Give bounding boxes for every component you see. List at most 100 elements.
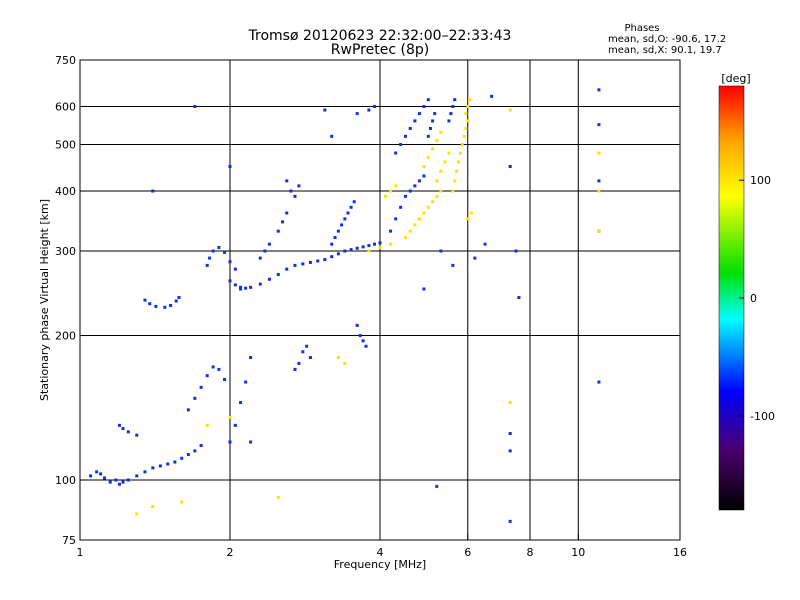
point-o-132 — [490, 94, 494, 98]
chart-subtitle: RwPretec (8p) — [331, 42, 429, 58]
point-o-95 — [355, 323, 359, 327]
point-x-1 — [408, 229, 412, 233]
point-o-36 — [223, 377, 227, 381]
point-x-50 — [597, 229, 601, 233]
point-x-48 — [597, 151, 601, 155]
point-o-6 — [117, 482, 121, 486]
point-o-48 — [249, 285, 253, 289]
point-o-79 — [289, 189, 293, 193]
point-x-27 — [439, 169, 443, 173]
point-x-37 — [228, 415, 232, 419]
point-x-38 — [276, 495, 280, 499]
point-x-26 — [435, 179, 439, 183]
point-o-64 — [367, 244, 371, 248]
point-o-120 — [431, 119, 435, 123]
point-o-16 — [186, 453, 190, 457]
point-x-24 — [466, 105, 470, 109]
point-o-101 — [373, 105, 377, 109]
point-o-129 — [435, 484, 439, 488]
data-points — [89, 88, 601, 523]
point-o-141 — [597, 88, 601, 92]
point-o-24 — [148, 302, 152, 306]
point-o-41 — [223, 250, 227, 254]
point-x-35 — [180, 500, 184, 504]
point-o-15 — [180, 456, 184, 460]
point-o-26 — [163, 305, 167, 309]
point-x-15 — [453, 179, 457, 183]
point-o-77 — [285, 211, 289, 215]
x-tick-label-1: 1 — [77, 546, 84, 559]
point-o-51 — [276, 273, 280, 277]
y-tick-label-75: 75 — [62, 534, 76, 547]
point-x-39 — [336, 355, 340, 359]
point-o-52 — [285, 267, 289, 271]
x-axis-label: Frequency [MHz] — [334, 558, 426, 571]
point-x-32 — [389, 242, 393, 246]
point-x-8 — [439, 189, 443, 193]
point-x-6 — [431, 200, 435, 204]
point-o-3 — [103, 476, 107, 480]
point-o-128 — [422, 287, 426, 291]
point-x-10 — [426, 155, 430, 159]
point-o-43 — [233, 267, 237, 271]
point-o-75 — [276, 229, 280, 233]
point-o-84 — [301, 350, 305, 354]
point-o-85 — [305, 344, 309, 348]
y-axis-label: Stationary phase Virtual Height [km] — [38, 199, 51, 401]
point-x-17 — [457, 160, 461, 164]
point-o-67 — [228, 440, 232, 444]
point-o-66 — [378, 241, 382, 245]
point-x-25 — [468, 98, 472, 102]
y-tick-label-600: 600 — [55, 101, 76, 114]
point-o-108 — [417, 179, 421, 183]
point-o-33 — [205, 374, 209, 378]
point-o-96 — [358, 334, 362, 338]
point-o-8 — [126, 478, 130, 482]
point-o-117 — [426, 98, 430, 102]
point-o-118 — [426, 134, 430, 138]
point-o-148 — [249, 440, 253, 444]
point-x-28 — [443, 160, 447, 164]
point-x-5 — [426, 205, 430, 209]
point-o-7 — [121, 480, 125, 484]
point-x-21 — [464, 126, 468, 130]
point-o-143 — [597, 380, 601, 384]
x-tick-label-10: 10 — [571, 546, 585, 559]
point-o-22 — [135, 433, 139, 437]
point-o-138 — [517, 296, 521, 300]
point-x-14 — [451, 189, 455, 193]
point-o-20 — [121, 427, 125, 431]
point-o-126 — [439, 249, 443, 253]
x-tick-label-8: 8 — [527, 546, 534, 559]
point-o-116 — [422, 105, 426, 109]
point-o-100 — [367, 108, 371, 112]
point-o-139 — [597, 123, 601, 127]
y-tick-label-400: 400 — [55, 185, 76, 198]
point-o-140 — [597, 179, 601, 183]
colorbar-ticks: 100 0 -100 — [739, 174, 775, 423]
point-o-59 — [336, 252, 340, 256]
point-o-68 — [233, 423, 237, 427]
x-tick-label-4: 4 — [377, 546, 384, 559]
point-o-90 — [340, 223, 344, 227]
point-o-133 — [508, 164, 512, 168]
point-o-125 — [453, 98, 457, 102]
point-o-42 — [228, 260, 232, 264]
phase-stats-o: mean, sd,O: -90.6, 17.2 — [608, 34, 726, 45]
point-x-34 — [151, 505, 155, 509]
point-o-103 — [394, 217, 398, 221]
point-o-102 — [389, 229, 393, 233]
point-x-41 — [383, 194, 387, 198]
point-o-44 — [228, 279, 232, 283]
point-o-78 — [285, 179, 289, 183]
point-o-56 — [316, 259, 320, 263]
point-o-112 — [403, 134, 407, 138]
point-x-18 — [458, 151, 462, 155]
point-o-54 — [301, 262, 305, 266]
point-o-1 — [95, 470, 99, 474]
point-o-94 — [352, 200, 356, 204]
y-tick-label-300: 300 — [55, 245, 76, 258]
point-o-144 — [151, 189, 155, 193]
point-o-134 — [508, 432, 512, 436]
point-x-4 — [422, 211, 426, 215]
